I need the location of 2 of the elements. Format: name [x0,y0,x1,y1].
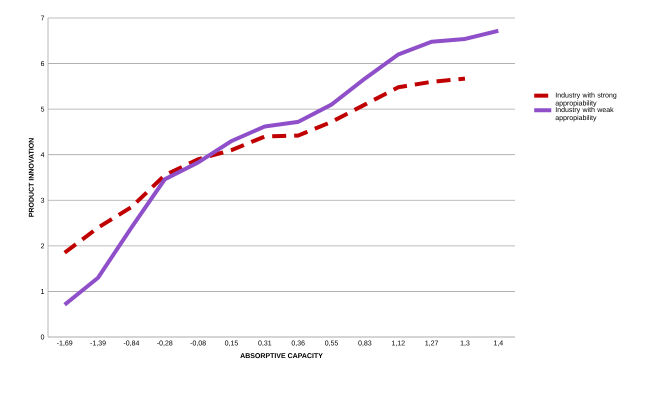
line-series [62,28,500,307]
line-series [62,76,467,255]
